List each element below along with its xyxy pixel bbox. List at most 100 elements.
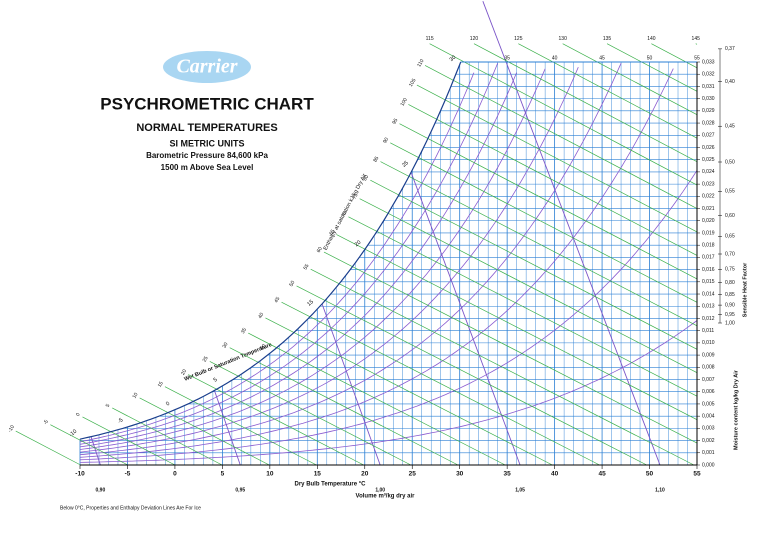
x-tick-label: 25 (409, 471, 417, 478)
x-tick-label: 45 (598, 471, 606, 478)
wet-bulb-label: 10 (259, 343, 268, 352)
x-tick-label: -10 (75, 471, 85, 478)
volume-tick-label: 1,00 (375, 487, 385, 493)
x-axis-label: Dry Bulb Temperature °C (295, 482, 367, 488)
enthalpy-line (416, 84, 698, 233)
x-tick-label-top: 55 (694, 55, 700, 61)
rh-curve (79, 68, 674, 458)
y-tick-label: 0,021 (702, 206, 715, 212)
y-tick-label: 0,005 (702, 401, 715, 407)
shf-tick-label: 0,75 (725, 267, 735, 273)
wet-bulb-label: -10 (68, 429, 78, 439)
enthalpy-tick-label: 15 (157, 380, 165, 388)
shf-tick-label: 0,65 (725, 234, 735, 240)
y-tick-label: 0,022 (702, 194, 715, 200)
enthalpy-line (310, 268, 695, 466)
enthalpy-line (296, 285, 647, 466)
y-tick-label: 0,028 (702, 120, 715, 126)
wet-bulb-label: 25 (401, 160, 410, 169)
y-tick-label: 0,014 (702, 291, 715, 297)
y-tick-label: 0,007 (702, 377, 715, 383)
chart-title: PSYCHROMETRIC CHART (100, 94, 314, 113)
volume-tick-label: 1,10 (655, 487, 665, 493)
y-tick-label: 0,011 (702, 328, 714, 334)
enthalpy-tick-label: 45 (273, 296, 281, 304)
y-tick-label: 0,017 (702, 255, 715, 261)
saturation-curve (79, 61, 462, 440)
enthalpy-tick-label: 70 (340, 211, 348, 219)
y-tick-label: 0,006 (702, 389, 715, 395)
shf-tick-label: 0,90 (725, 302, 735, 308)
enthalpy-tick-label: 35 (240, 327, 248, 335)
y-tick-label: 0,033 (702, 59, 715, 65)
enthalpy-line (695, 43, 698, 45)
enthalpy-tick-label: 140 (647, 36, 656, 42)
y-tick-label: 0,016 (702, 267, 715, 273)
rh-curve (79, 72, 517, 448)
shf-tick-label: 0,60 (725, 213, 735, 219)
enthalpy-line (562, 43, 698, 116)
shf-tick-label: 0,50 (725, 159, 735, 165)
wet-bulb-label: 20 (354, 240, 363, 249)
x-tick-label: -5 (125, 471, 131, 478)
x-tick-label-top: 35 (504, 55, 510, 61)
enthalpy-line (164, 386, 317, 466)
volume-line (214, 390, 241, 466)
enthalpy-tick-label: 50 (288, 280, 296, 288)
units: SI METRIC UNITS (169, 138, 244, 148)
rh-curve (79, 62, 499, 445)
shf-tick-label: 0,80 (725, 280, 735, 286)
x-tick-label: 40 (551, 471, 559, 478)
y-tick-label: 0,015 (702, 279, 715, 285)
enthalpy-tick-label: 105 (408, 78, 417, 88)
x-tick-label: 0 (173, 471, 177, 478)
enthalpy-line (336, 234, 698, 420)
x-tick-label: 20 (361, 471, 369, 478)
shf-tick-label: 0,45 (725, 124, 735, 130)
enthalpy-tick-label: 25 (202, 355, 210, 363)
wet-bulb-label: -5 (117, 417, 125, 425)
y-tick-label: 0,030 (702, 96, 715, 102)
enthalpy-tick-label: 5 (105, 403, 112, 409)
volume-label: Volume m³/kg dry air (356, 493, 416, 500)
chart-subtitle: NORMAL TEMPERATURES (136, 122, 277, 134)
wet-bulb-label: 5 (213, 377, 219, 384)
enthalpy-line (380, 161, 698, 327)
enthalpy-tick-label: 75 (352, 192, 360, 200)
enthalpy-tick-label: -10 (7, 424, 16, 433)
enthalpy-tick-label: -5 (42, 419, 50, 426)
shf-label: Sensible Heat Factor (742, 262, 748, 317)
note: Below 0°C, Properties and Enthalpy Devia… (60, 505, 201, 511)
enthalpy-tick-label: 60 (316, 246, 324, 254)
enthalpy-line (82, 416, 176, 466)
x-tick-label: 15 (314, 471, 322, 478)
enthalpy-line (265, 317, 553, 466)
y-tick-label: 0,029 (702, 108, 715, 114)
wet-bulb-label: 15 (306, 299, 315, 308)
enthalpy-tick-label: 0 (75, 412, 82, 418)
volume-tick-label: 0,90 (96, 487, 106, 493)
x-tick-label: 10 (266, 471, 274, 478)
y-tick-label: 0,001 (702, 450, 715, 456)
y-tick-label: 0,027 (702, 133, 715, 139)
altitude: 1500 m Above Sea Level (161, 163, 254, 172)
y-tick-label: 0,002 (702, 438, 715, 444)
volume-line (321, 303, 381, 466)
enthalpy-tick-label: 125 (514, 36, 523, 42)
enthalpy-line (408, 104, 698, 256)
y-tick-label: 0,026 (702, 145, 715, 151)
enthalpy-line (424, 65, 698, 209)
y-tick-label: 0,010 (702, 340, 715, 346)
shf-tick-label: 1,00 (725, 320, 735, 326)
shf-tick-label: 0,40 (725, 79, 735, 85)
x-tick-label-top: 40 (552, 55, 558, 61)
enthalpy-line (188, 374, 364, 466)
y-tick-label: 0,008 (702, 365, 715, 371)
x-tick-label: 50 (646, 471, 654, 478)
enthalpy-line (390, 142, 698, 303)
x-tick-label: 5 (221, 471, 225, 478)
enthalpy-tick-label: 120 (470, 36, 479, 42)
enthalpy-tick-label: 10 (132, 392, 140, 400)
